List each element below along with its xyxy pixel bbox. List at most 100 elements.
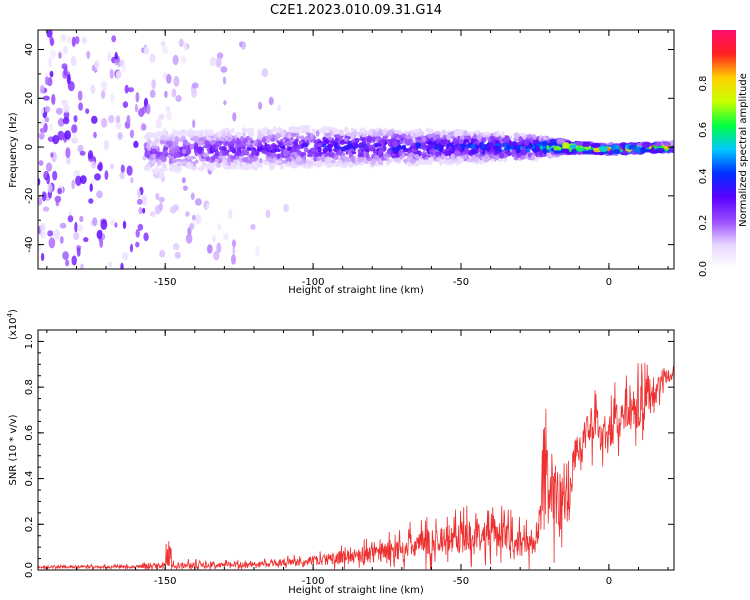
spectrogram-cell (71, 179, 76, 190)
spectrogram-cell (541, 140, 548, 147)
spectrogram-cell (74, 36, 80, 45)
y-tick-label: 0.0 (24, 562, 35, 578)
snr-series-line (38, 362, 674, 570)
spectrogram-cell (335, 128, 339, 135)
spectrogram-cell (337, 159, 342, 164)
spectrogram-cell (136, 198, 143, 205)
spectrogram-cell (575, 146, 585, 152)
spectrogram-cell (47, 230, 54, 237)
spectrogram-cell (450, 153, 456, 160)
spectrogram-cell (391, 147, 398, 151)
spectrogram-cell (79, 175, 87, 185)
spectrogram-cell (307, 132, 311, 140)
spectrogram-cell (76, 246, 81, 257)
spectrogram-cell (373, 149, 377, 155)
spectrogram-cell (430, 128, 434, 134)
spectrogram-cell (38, 132, 45, 139)
spectrogram-cell (400, 137, 404, 142)
spectrogram-cell (377, 159, 383, 166)
spectrogram-cell (143, 232, 149, 242)
spectrogram-cell (63, 45, 68, 55)
colorbar-ticks: 0.0 0.2 0.4 0.6 0.8 (698, 76, 709, 277)
spectrogram-cell (38, 244, 42, 253)
spectrogram-cell (146, 138, 152, 146)
spectrogram-cell (214, 150, 220, 157)
spectrogram-cell (215, 56, 222, 68)
spectrogram-cell (472, 156, 479, 162)
spectrogram-cell (222, 151, 228, 156)
spectrogram-cell (87, 150, 94, 160)
spectrogram-cell (311, 162, 317, 167)
spectrogram-cell (158, 113, 165, 120)
spectrogram-cell (199, 165, 204, 172)
spectrogram-cell (489, 142, 495, 148)
spectrogram-cell (152, 153, 157, 159)
spectrogram-cell (198, 141, 202, 147)
spectrogram-cell (65, 259, 70, 267)
spectrogram-cell (55, 107, 63, 115)
spectrogram-cell (89, 183, 93, 192)
spectrogram-cell (456, 145, 462, 151)
spectrogram-cell (303, 147, 309, 153)
spectrogram-cell (484, 153, 489, 159)
spectrogram-cell (275, 132, 282, 139)
spectrogram-cell (276, 153, 281, 159)
snr-y-label: SNR (10 * v/v) (8, 414, 19, 485)
spectrogram-cell (471, 143, 476, 150)
spectrogram-cell (242, 165, 248, 171)
spectrogram-cell (358, 152, 364, 158)
spectrogram-cell (57, 117, 65, 127)
spectrogram-cell (386, 138, 390, 145)
spectrogram-cell (183, 42, 188, 51)
spectrogram-cell (320, 157, 327, 163)
spectrogram-cell (469, 131, 474, 137)
snr-multiplier-suffix: ) (8, 309, 19, 313)
spectrogram-cell (241, 157, 249, 163)
spectrogram-cell (562, 142, 570, 149)
spectrogram-cell (405, 135, 413, 140)
spectrogram-cell (51, 94, 56, 105)
spectrogram-cell (331, 127, 337, 132)
spectrogram-cell (49, 123, 53, 132)
spectrogram-cell (272, 157, 277, 163)
spectrogram-cell (457, 159, 463, 164)
spectrogram-cell (280, 138, 284, 143)
spectrogram-cell (557, 139, 566, 143)
spectrogram-cell (344, 137, 348, 142)
spectrogram-cell (189, 223, 194, 231)
spectrogram-cell (193, 130, 198, 137)
spectrogram-cell (562, 148, 570, 153)
spectrogram-cell (79, 150, 86, 156)
spectrogram-cell (107, 115, 115, 124)
y-tick-label: 0.2 (24, 516, 35, 532)
spectrogram-cell (185, 211, 190, 217)
spectrogram-cell (114, 58, 118, 66)
spectrogram-cell (222, 146, 227, 152)
spectrogram-cell (283, 203, 289, 213)
spectrogram-cell (232, 239, 236, 248)
spectrogram-cell (242, 149, 250, 156)
spectrogram-cell (529, 137, 534, 144)
spectrogram-cell (130, 243, 133, 253)
spectrogram-cell (171, 88, 177, 98)
spectrogram-cell (47, 183, 53, 193)
spectrogram-cell (277, 148, 281, 152)
spectrogram-cell (208, 129, 214, 133)
spectrogram-cell (315, 130, 320, 137)
spectrogram-cell (122, 220, 127, 229)
spectrogram-cell (308, 152, 313, 157)
spectrogram-cell (44, 117, 50, 123)
spectrogram-cell (50, 49, 56, 59)
spectrogram-cell (216, 223, 222, 231)
spectrogram-cell (250, 140, 254, 144)
spectrogram-cell (168, 166, 175, 172)
spectrogram-cell (310, 148, 318, 153)
spectrogram-cell (172, 141, 178, 148)
spectrogram-cell (228, 129, 235, 133)
spectrogram-cell (261, 149, 268, 154)
spectrogram-panel: -150 -100 -50 0 -40 -20 0 20 40 Height of strai… (8, 29, 675, 296)
spectrogram-cell (669, 147, 674, 153)
spectrogram-cell (220, 66, 228, 73)
spectrogram-cell (74, 221, 78, 233)
